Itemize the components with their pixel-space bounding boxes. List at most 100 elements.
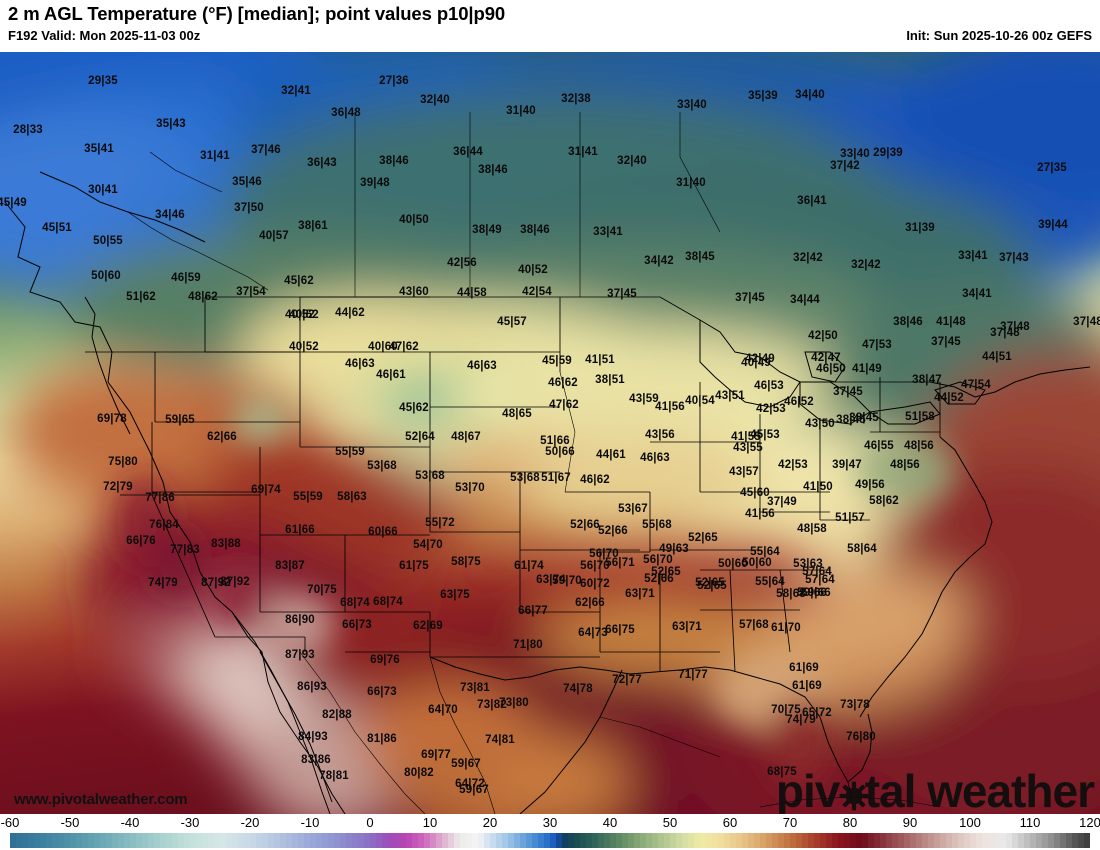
colorbar-cell — [880, 833, 886, 848]
colorbar-cell — [934, 833, 940, 848]
colorbar-tick: 0 — [366, 815, 374, 830]
colorbar-cell — [142, 833, 148, 848]
colorbar-cell — [712, 833, 718, 848]
colorbar-cell — [694, 833, 700, 848]
point-value-label: 58|75 — [451, 556, 481, 568]
colorbar-cell — [598, 833, 604, 848]
point-value-label: 37|45 — [833, 386, 863, 398]
colorbar-cell — [154, 833, 160, 848]
point-value-label: 62|69 — [413, 620, 443, 632]
colorbar-tick: -10 — [300, 815, 320, 830]
colorbar-cell — [226, 833, 232, 848]
colorbar-cell — [904, 833, 910, 848]
point-value-label: 68|74 — [373, 596, 403, 608]
point-value-label: 57|68 — [739, 619, 769, 631]
colorbar-cell — [700, 833, 706, 848]
point-value-label: 69|76 — [370, 654, 400, 666]
colorbar-cell — [124, 833, 130, 848]
colorbar-cell — [652, 833, 658, 848]
colorbar-cell — [1078, 833, 1084, 848]
point-value-label: 52|65 — [695, 577, 725, 589]
colorbar-cell — [34, 833, 40, 848]
point-value-label: 76|80 — [846, 731, 876, 743]
point-value-label: 78|81 — [319, 770, 349, 782]
colorbar-cell — [136, 833, 142, 848]
colorbar-cell — [406, 833, 412, 848]
colorbar-cell — [736, 833, 742, 848]
colorbar-cell — [202, 833, 208, 848]
colorbar-cell — [844, 833, 850, 848]
colorbar-cell — [244, 833, 250, 848]
colorbar-cell — [394, 833, 400, 848]
colorbar-cell — [796, 833, 802, 848]
colorbar-tick: 20 — [482, 815, 498, 830]
colorbar-cell — [814, 833, 820, 848]
colorbar-cell — [742, 833, 748, 848]
colorbar-cell — [262, 833, 268, 848]
colorbar-cell — [706, 833, 712, 848]
colorbar-cell — [994, 833, 1000, 848]
point-value-label: 45|53 — [750, 429, 780, 441]
colorbar-cell — [892, 833, 898, 848]
colorbar-cell — [364, 833, 370, 848]
colorbar-cell — [100, 833, 106, 848]
point-value-label: 36|41 — [797, 195, 827, 207]
point-value-label: 55|64 — [755, 576, 785, 588]
colorbar-cell — [580, 833, 586, 848]
point-value-label: 33|41 — [958, 250, 988, 262]
point-value-label: 34|41 — [962, 288, 992, 300]
colorbar-tick: -30 — [180, 815, 200, 830]
colorbar-cell — [760, 833, 766, 848]
point-value-label: 69|74 — [251, 484, 281, 496]
point-value-label: 48|65 — [502, 408, 532, 420]
colorbar-cell — [556, 833, 562, 848]
point-value-label: 66|77 — [518, 605, 548, 617]
point-value-label: 63|74 — [536, 574, 566, 586]
point-value-label: 61|69 — [792, 680, 822, 692]
colorbar-cell — [424, 833, 430, 848]
point-value-label: 29|35 — [88, 75, 118, 87]
colorbar[interactable]: -60 -50 -40 -30 -20 -10 0 10 20 30 40 50 60 70 80 90 100… — [0, 814, 1100, 850]
point-value-label: 62|66 — [207, 431, 237, 443]
point-value-label: 33|40 — [840, 148, 870, 160]
colorbar-cell — [502, 833, 508, 848]
colorbar-cell — [160, 833, 166, 848]
point-value-label: 50|66 — [545, 446, 575, 458]
colorbar-cell — [868, 833, 874, 848]
colorbar-cell — [1084, 833, 1090, 848]
point-value-label: 45|62 — [399, 402, 429, 414]
point-value-label: 87|93 — [285, 649, 315, 661]
colorbar-cell — [496, 833, 502, 848]
point-value-label: 55|68 — [642, 519, 672, 531]
colorbar-tick: -40 — [120, 815, 140, 830]
colorbar-cell — [1066, 833, 1072, 848]
colorbar-cell — [190, 833, 196, 848]
point-value-label: 43|60 — [399, 286, 429, 298]
map-canvas[interactable]: 28|33 29|35 35|41 30|41 45|49 45|51 50|55 50|60… — [0, 52, 1100, 814]
point-value-label: 66|76 — [126, 535, 156, 547]
point-value-label: 44|51 — [982, 351, 1012, 363]
colorbar-cell — [76, 833, 82, 848]
site-url[interactable]: www.pivotalweather.com — [14, 791, 188, 808]
point-value-label: 39|44 — [1038, 219, 1068, 231]
colorbar-cell — [1060, 833, 1066, 848]
point-value-label: 56|71 — [605, 557, 635, 569]
colorbar-cell — [772, 833, 778, 848]
point-value-label: 32|38 — [561, 93, 591, 105]
point-value-label: 74|78 — [563, 683, 593, 695]
colorbar-cell — [310, 833, 316, 848]
colorbar-cell — [982, 833, 988, 848]
map-header: 2 m AGL Temperature (°F) [median]; point… — [0, 0, 1100, 52]
colorbar-cell — [304, 833, 310, 848]
point-value-label: 28|33 — [13, 124, 43, 136]
colorbar-cell — [688, 833, 694, 848]
colorbar-tick: 40 — [602, 815, 618, 830]
colorbar-cell — [832, 833, 838, 848]
colorbar-cell — [1018, 833, 1024, 848]
colorbar-cell — [436, 833, 442, 848]
colorbar-cell — [454, 833, 460, 848]
point-value-label: 45|49 — [0, 197, 27, 209]
point-value-label: 38|46 — [520, 224, 550, 236]
valid-time-label: F192 Valid: Mon 2025-11-03 00z — [8, 28, 201, 43]
point-value-label: 76|84 — [149, 519, 179, 531]
